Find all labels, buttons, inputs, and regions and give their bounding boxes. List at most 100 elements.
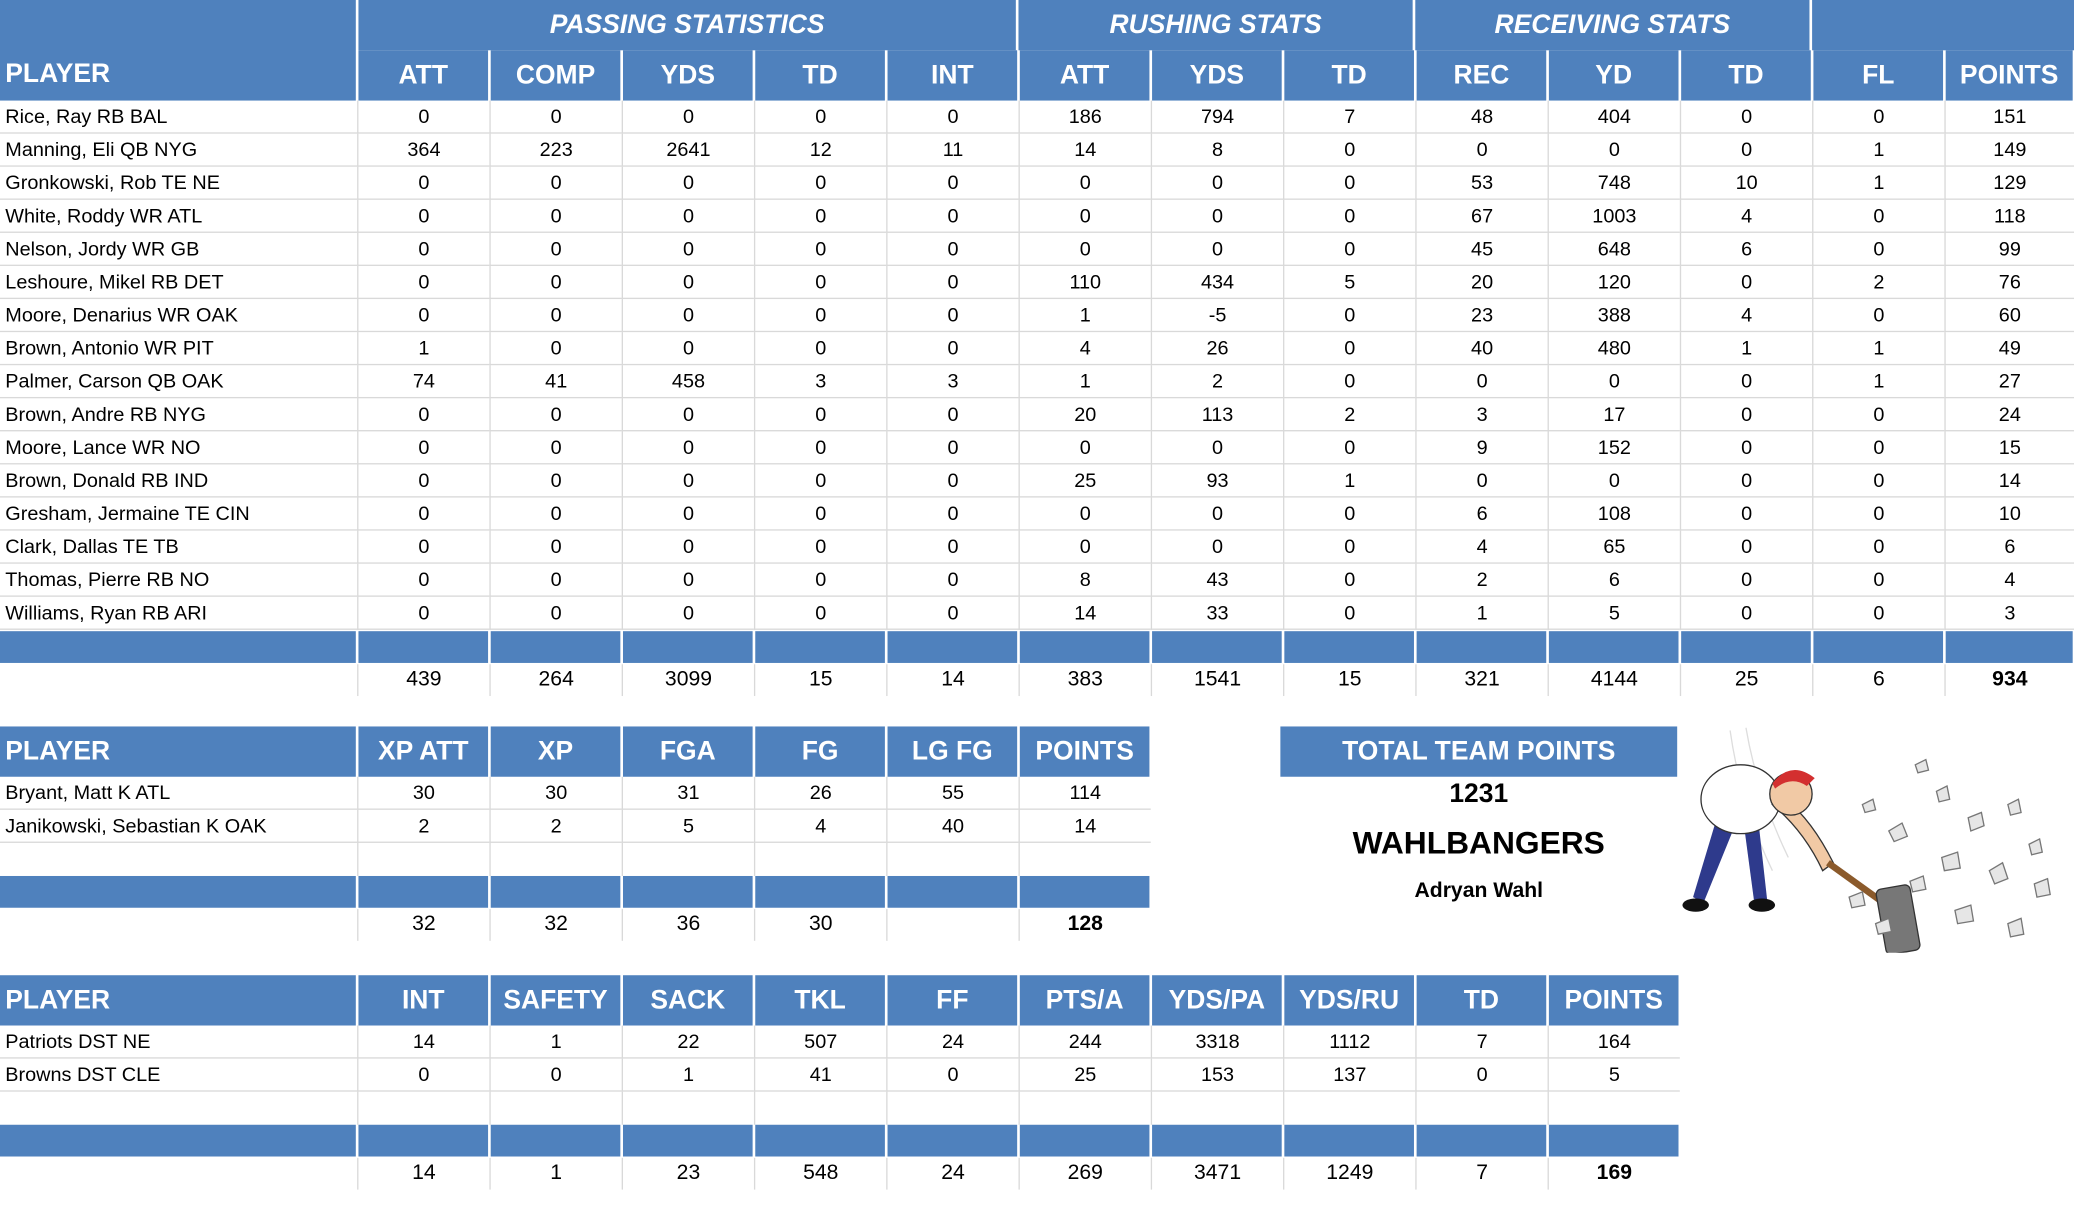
stat-cell: 0 — [489, 596, 622, 630]
col-header-td: TD — [1681, 50, 1811, 101]
stat-cell: 0 — [489, 199, 622, 233]
total-cell: 439 — [357, 664, 489, 697]
kickers-col-header: XP ATT — [358, 726, 489, 777]
total-cell: 3471 — [1150, 1157, 1283, 1190]
total-cell: 25 — [1679, 664, 1812, 697]
stat-cell: 0 — [489, 232, 622, 266]
empty-cell — [1018, 1091, 1150, 1125]
stat-cell: 0 — [1018, 166, 1151, 200]
stat-cell: 0 — [1812, 299, 1945, 333]
stat-cell: 2641 — [621, 133, 754, 167]
stat-cell: 0 — [357, 596, 490, 630]
empty-cell — [489, 1091, 621, 1125]
stat-cell: 8 — [1018, 563, 1151, 597]
empty-cell — [0, 1092, 357, 1125]
stat-cell: 0 — [1283, 497, 1416, 531]
stat-cell: 0 — [1812, 596, 1945, 630]
stat-cell: 26 — [753, 776, 887, 810]
stat-cell: 0 — [886, 265, 1019, 300]
total-cell: 24 — [886, 1157, 1018, 1190]
defense-col-header: PTS/A — [1019, 975, 1150, 1026]
stat-cell: 1 — [1812, 133, 1945, 167]
stat-cell: 0 — [1283, 530, 1416, 564]
total-cell: 36 — [621, 909, 754, 941]
total-cell: 128 — [1018, 909, 1150, 941]
stat-cell: 7 — [1283, 100, 1416, 134]
stat-cell: 2 — [1283, 398, 1416, 432]
player-name: Brown, Antonio WR PIT — [0, 332, 358, 366]
spacer-bar — [1019, 1124, 1150, 1157]
stat-cell: 0 — [886, 166, 1019, 200]
spacer-bar — [887, 875, 1018, 908]
stat-cell: 244 — [1018, 1025, 1151, 1059]
stat-cell: 223 — [489, 133, 622, 167]
stat-cell: 41 — [753, 1058, 887, 1092]
stat-cell: 17 — [1547, 398, 1680, 432]
defense-col-header: TKL — [755, 975, 885, 1026]
player-name: Williams, Ryan RB ARI — [0, 597, 358, 630]
stat-cell: 10 — [1679, 166, 1813, 200]
spacer-bar — [755, 875, 885, 908]
receiving-group-header: RECEIVING STATS — [1415, 0, 1810, 51]
empty-cell — [489, 842, 621, 876]
stat-cell: 0 — [886, 431, 1019, 465]
stat-cell: 14 — [1018, 809, 1151, 843]
total-cell: 169 — [1547, 1157, 1680, 1190]
stat-cell: 6 — [1415, 497, 1548, 531]
stat-cell: 4 — [1018, 332, 1151, 366]
stat-cell: 1 — [357, 332, 490, 366]
stat-cell: 0 — [489, 563, 622, 597]
stat-cell: 120 — [1547, 265, 1680, 300]
stat-cell: 30 — [489, 776, 622, 810]
stat-cell: 0 — [489, 398, 622, 432]
stat-cell: 0 — [753, 398, 887, 432]
spacer-bar — [1548, 1124, 1679, 1157]
stat-cell: 5 — [1547, 1058, 1680, 1092]
stat-cell: 40 — [1415, 332, 1548, 366]
stat-cell: 648 — [1547, 232, 1680, 266]
stat-cell: 60 — [1944, 299, 2074, 333]
stat-cell: 748 — [1547, 166, 1680, 200]
empty-cell — [1018, 842, 1150, 876]
rushing-group-header: RUSHING STATS — [1018, 0, 1413, 51]
stat-cell: 0 — [753, 497, 887, 531]
empty-cell — [886, 1091, 1018, 1125]
stat-cell: 0 — [1812, 199, 1945, 233]
team-owner: Adryan Wahl — [1414, 879, 1544, 903]
stat-cell: 1 — [489, 1025, 622, 1059]
stat-cell: 0 — [357, 398, 490, 432]
spacer-bar — [887, 1124, 1018, 1157]
stat-cell: 0 — [753, 464, 887, 498]
stat-cell: 0 — [1679, 596, 1813, 630]
stat-cell: 0 — [1283, 232, 1416, 266]
stat-cell: 0 — [489, 100, 622, 134]
stat-cell: 30 — [357, 776, 490, 810]
total-cell: 1249 — [1283, 1157, 1415, 1190]
stat-cell: 0 — [753, 332, 887, 366]
stat-cell: 76 — [1944, 265, 2074, 300]
stat-cell: 1 — [1812, 365, 1945, 399]
stat-cell: 0 — [1018, 232, 1151, 266]
stat-cell: 0 — [1150, 166, 1284, 200]
kickers-col-header: POINTS — [1019, 726, 1150, 777]
col-header-rec: REC — [1416, 50, 1547, 101]
stat-cell: 20 — [1415, 265, 1548, 300]
stat-cell: 5 — [621, 809, 754, 843]
total-cell: 6 — [1812, 664, 1944, 697]
total-cell: 32 — [489, 909, 621, 941]
total-cell: 321 — [1415, 664, 1547, 697]
col-header-yds: YDS — [1152, 50, 1282, 101]
stat-cell: 0 — [1283, 199, 1416, 233]
player-name: Gronkowski, Rob TE NE — [0, 167, 358, 200]
stat-cell: 43 — [1150, 563, 1284, 597]
stat-cell: 5 — [1283, 265, 1416, 300]
stat-cell: 0 — [1415, 1058, 1548, 1092]
stat-cell: 0 — [886, 398, 1019, 432]
stat-cell: 364 — [357, 133, 490, 167]
defense-col-header: SAFETY — [490, 975, 621, 1026]
stat-cell: 0 — [886, 1058, 1019, 1092]
spacer-bar — [358, 1124, 489, 1157]
kickers-col-header: FGA — [622, 726, 753, 777]
spacer-bar — [358, 631, 489, 663]
stat-cell: 14 — [1944, 464, 2074, 498]
